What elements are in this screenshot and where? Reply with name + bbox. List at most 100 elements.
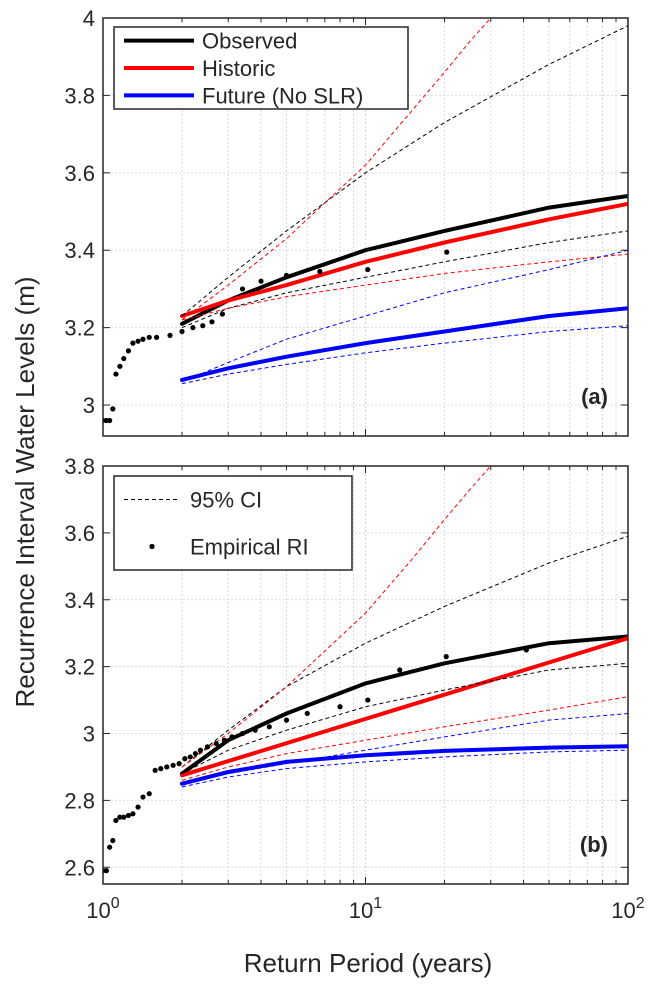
empirical-point (365, 266, 371, 273)
empirical-point (117, 814, 123, 820)
empirical-point (121, 355, 127, 362)
empirical-point (213, 740, 219, 747)
ci-line (181, 749, 628, 788)
empirical-point (130, 340, 136, 346)
empirical-point (192, 750, 199, 757)
empirical-point (146, 791, 152, 797)
empirical-point (229, 734, 235, 740)
empirical-point (146, 334, 152, 340)
series-line (180, 634, 628, 776)
y-tick-label: 3.2 (64, 316, 95, 341)
y-tick-label: 4 (83, 6, 95, 31)
y-tick-label: 2.8 (64, 788, 95, 813)
empirical-point (140, 794, 146, 800)
y-tick-label: 3.6 (64, 521, 95, 546)
empirical-point (135, 804, 141, 810)
legend-box (113, 475, 353, 571)
empirical-point (103, 868, 109, 874)
series-line (180, 744, 628, 786)
y-tick-label: 2.6 (64, 855, 95, 880)
empirical-point (107, 417, 113, 424)
x-axis-label: Return Period (years) (244, 948, 493, 978)
empirical-point (209, 319, 215, 325)
empirical-point (337, 704, 343, 710)
ci-line (181, 713, 628, 785)
legend-entry-label: Empirical RI (190, 535, 309, 560)
series-line (180, 201, 628, 318)
ci-line (181, 696, 628, 781)
legend-entry-label: Observed (202, 29, 297, 54)
y-tick-label: 3 (83, 393, 95, 418)
empirical-point (397, 667, 403, 673)
y-axis-label: Recurrence Interval Water Levels (m) (10, 276, 40, 707)
ci-line (181, 466, 492, 768)
empirical-point (113, 371, 119, 377)
ci-line (181, 253, 628, 321)
y-tick-label: 3.6 (64, 161, 95, 186)
legend: 95% CI Empirical RI (113, 475, 353, 571)
empirical-point (113, 817, 119, 824)
empirical-point (239, 286, 246, 292)
empirical-point (221, 737, 227, 743)
empirical-point (121, 814, 127, 820)
empirical-point (444, 249, 450, 255)
empirical-point (283, 717, 290, 723)
series-line (180, 306, 628, 382)
empirical-point (135, 338, 141, 344)
empirical-point (443, 654, 449, 660)
empirical-point (258, 278, 264, 284)
empirical-point (110, 837, 116, 844)
empirical-point (197, 747, 204, 753)
empirical-point (365, 697, 371, 703)
ci-line (181, 249, 628, 383)
series-line (180, 636, 628, 778)
legend-swatch-marker (149, 543, 155, 550)
empirical-point (110, 406, 116, 412)
empirical-point (182, 756, 188, 762)
empirical-point (107, 844, 113, 850)
empirical-point (140, 336, 146, 342)
empirical-point (304, 710, 310, 717)
panel-label: (b) (580, 832, 608, 857)
y-tick-label: 3.8 (64, 83, 95, 108)
empirical-point (153, 334, 160, 340)
series-group (103, 18, 628, 424)
ci-line (181, 230, 628, 329)
empirical-point (125, 348, 132, 354)
ci-line (181, 535, 628, 768)
empirical-point (204, 744, 211, 750)
y-tick-label: 3 (83, 722, 95, 747)
ci-line (181, 662, 628, 775)
legend-entry-label: Historic (202, 56, 275, 81)
empirical-point (167, 332, 173, 338)
x-tick-label: 100 (86, 895, 119, 923)
empirical-point (179, 328, 185, 335)
empirical-point (125, 812, 132, 819)
ci-line (181, 25, 628, 317)
empirical-point (266, 724, 272, 730)
empirical-point (152, 767, 158, 773)
panel-b: 2.6 2.8 3 3.2 3.4 3.6 3.8 100 101 102 (b) 95% CI Emp… (64, 454, 644, 923)
empirical-point (170, 762, 176, 768)
empirical-point (317, 268, 323, 275)
legend-entry-label: Future (No SLR) (202, 83, 363, 108)
empirical-point (187, 754, 193, 760)
panel-label: (a) (581, 384, 608, 409)
ci-line (181, 18, 492, 321)
empirical-point (130, 811, 136, 817)
empirical-point (252, 727, 258, 733)
x-tick-label: 102 (611, 895, 644, 923)
panel-a: 3 3.2 3.4 3.6 3.8 4 (a) ObservedHistoricFuture … (64, 6, 629, 437)
empirical-point (164, 764, 170, 770)
empirical-point (523, 647, 529, 653)
y-tick-label: 3.2 (64, 655, 95, 680)
empirical-point (190, 325, 196, 331)
empirical-point (200, 323, 206, 329)
y-tick-label: 3.4 (64, 588, 95, 613)
empirical-point (219, 311, 225, 317)
empirical-point (239, 730, 246, 737)
y-tick-label: 3.8 (64, 454, 95, 479)
empirical-point (176, 761, 182, 767)
